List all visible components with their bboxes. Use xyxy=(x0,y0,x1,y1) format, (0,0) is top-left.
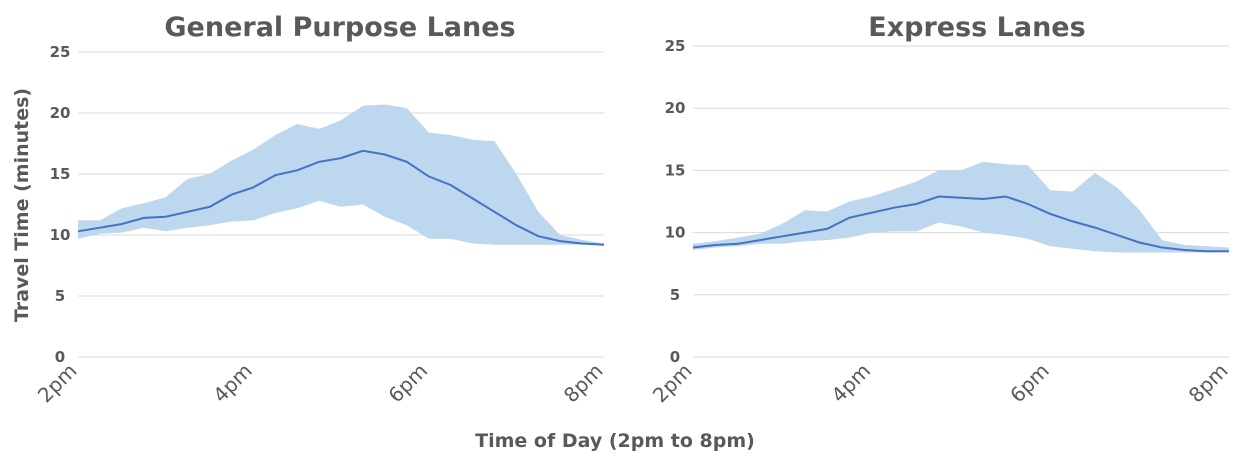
y-axis-title: Travel Time (minutes) xyxy=(11,88,33,322)
chart-title: General Purpose Lanes xyxy=(164,12,515,43)
y-tick-label: 0 xyxy=(670,348,680,366)
y-tick-label: 0 xyxy=(55,348,65,366)
y-tick-label: 20 xyxy=(50,104,71,122)
y-tick-label: 25 xyxy=(50,43,71,61)
y-tick-label: 5 xyxy=(55,287,65,305)
y-tick-label: 20 xyxy=(665,99,686,117)
travel-time-range-band xyxy=(78,104,604,245)
travel-time-line xyxy=(692,195,1229,253)
x-tick-label: 8pm xyxy=(1184,359,1233,408)
chart-panel-2: Express Lanes 0 5 10 15 20 25 2pm 4pm 6pm 8pm xyxy=(648,12,1233,407)
y-tick-label: 10 xyxy=(665,224,686,242)
x-tick-label: 4pm xyxy=(208,359,257,408)
x-axis-title: Time of Day (2pm to 8pm) xyxy=(475,430,755,452)
chart-title: Express Lanes xyxy=(868,12,1085,43)
x-tick-label: 8pm xyxy=(559,359,608,408)
travel-time-line xyxy=(77,149,605,246)
travel-time-range-band xyxy=(693,161,1229,253)
y-tick-label: 25 xyxy=(665,37,686,55)
x-tick-label: 2pm xyxy=(648,359,697,408)
y-tick-label: 5 xyxy=(670,286,680,304)
y-tick-label: 10 xyxy=(50,226,71,244)
x-tick-label: 2pm xyxy=(33,359,82,408)
x-tick-label: 6pm xyxy=(383,359,432,408)
y-tick-label: 15 xyxy=(50,165,71,183)
x-tick-label: 4pm xyxy=(826,359,875,408)
y-tick-label: 15 xyxy=(665,161,686,179)
x-tick-label: 6pm xyxy=(1005,359,1054,408)
chart-panel-1: General Purpose Lanes 0 5 10 15 20 25 2pm 4pm 6pm… xyxy=(33,12,608,407)
